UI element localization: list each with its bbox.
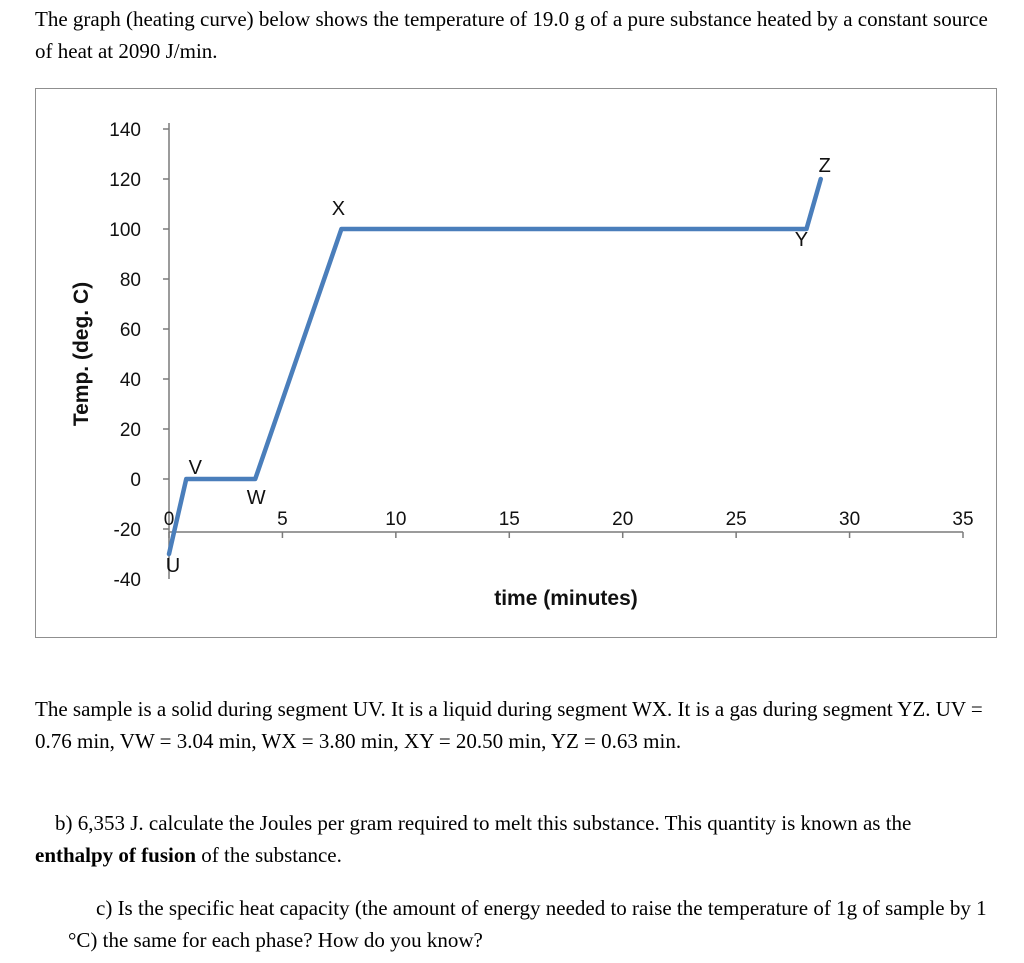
svg-text:5: 5	[277, 509, 288, 530]
svg-text:20: 20	[120, 420, 141, 441]
chart-canvas: -40 -20 0 20 40 60 80 100 120 140 0 5 10 15 20 25 30 35 U V…	[70, 120, 974, 610]
intro-paragraph: The graph (heating curve) below shows th…	[35, 7, 988, 63]
question-b: b) 6,353 J. calculate the Joules per gra…	[35, 808, 985, 871]
svg-text:120: 120	[109, 170, 141, 191]
question-b-bold-term: enthalpy of fusion	[35, 842, 197, 867]
svg-text:U: U	[166, 555, 180, 577]
svg-text:Z: Z	[819, 155, 831, 177]
svg-text:15: 15	[499, 509, 520, 530]
question-c: c) Is the specific heat capacity (the am…	[68, 896, 987, 952]
svg-text:140: 140	[109, 120, 141, 141]
svg-text:60: 60	[120, 320, 141, 341]
question-b-suffix: of the substance.	[196, 842, 342, 867]
sample-description: The sample is a solid during segment UV.…	[35, 697, 983, 753]
svg-text:time (minutes): time (minutes)	[494, 587, 638, 610]
svg-text:80: 80	[120, 270, 141, 291]
svg-text:40: 40	[120, 370, 141, 391]
svg-text:30: 30	[839, 509, 860, 530]
svg-text:25: 25	[726, 509, 747, 530]
svg-text:-40: -40	[114, 570, 141, 591]
svg-text:0: 0	[164, 509, 175, 530]
svg-text:Y: Y	[795, 229, 808, 251]
svg-text:V: V	[189, 457, 203, 479]
heating-curve-chart: -40 -20 0 20 40 60 80 100 120 140 0 5 10 15 20 25 30 35 U V…	[35, 88, 997, 638]
svg-text:35: 35	[952, 509, 973, 530]
svg-text:100: 100	[109, 220, 141, 241]
svg-text:Temp. (deg. C): Temp. (deg. C)	[70, 282, 93, 426]
svg-text:20: 20	[612, 509, 633, 530]
svg-text:-20: -20	[114, 520, 141, 541]
svg-text:W: W	[247, 487, 266, 509]
svg-text:10: 10	[385, 509, 406, 530]
question-b-prefix: b) 6,353 J. calculate the Joules per gra…	[55, 811, 912, 835]
svg-text:X: X	[332, 198, 345, 220]
svg-text:0: 0	[130, 470, 141, 491]
